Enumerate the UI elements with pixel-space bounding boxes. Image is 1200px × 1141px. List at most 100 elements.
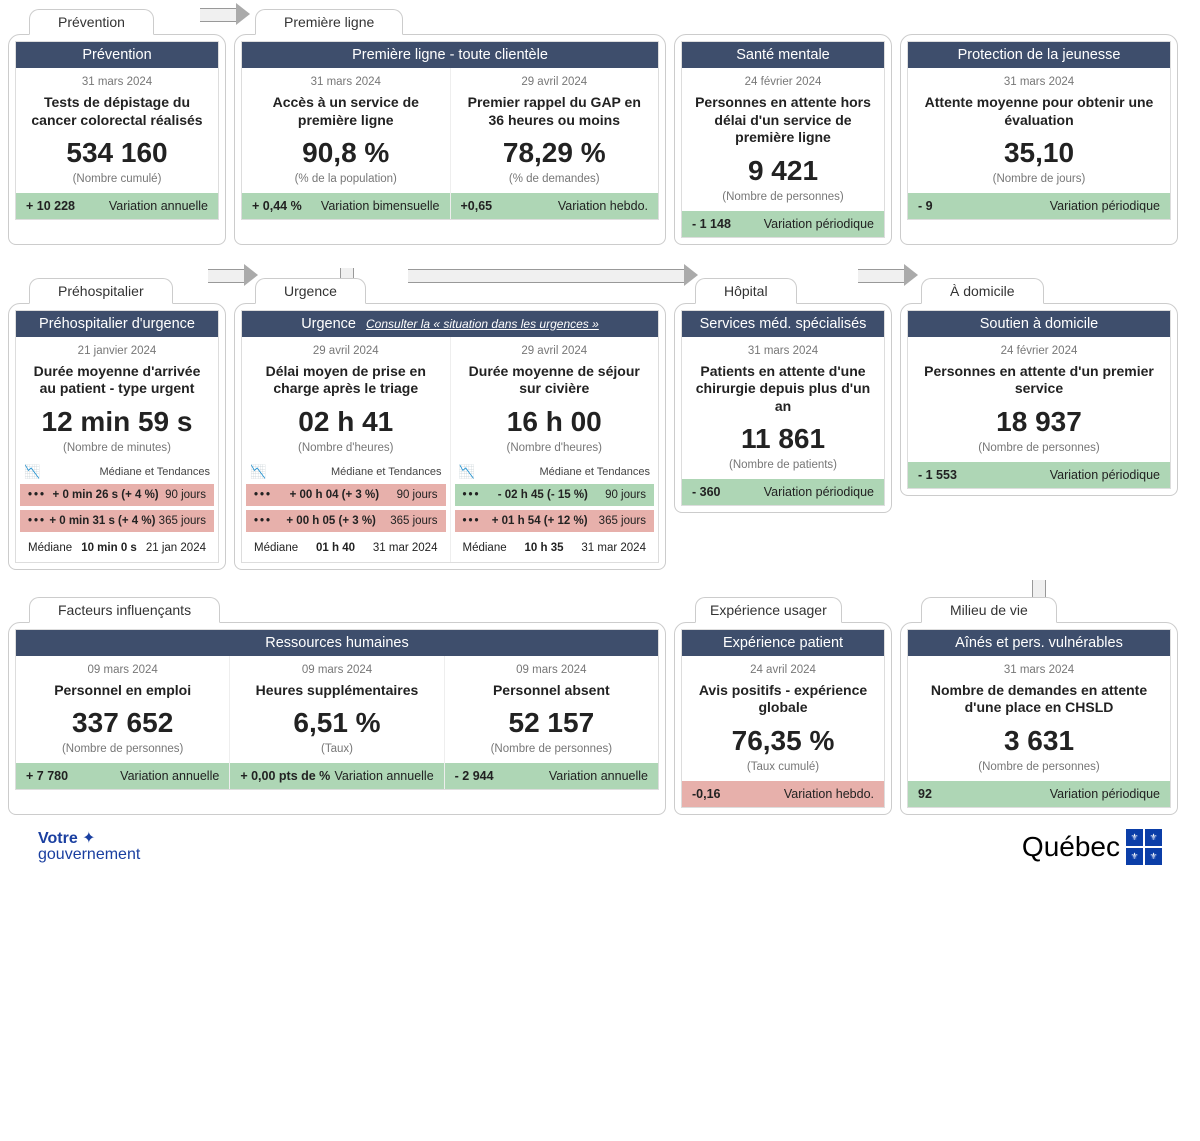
tab-facteurs[interactable]: Facteurs influençants bbox=[29, 597, 220, 623]
card-unit: (Nombre cumulé) bbox=[24, 173, 210, 185]
card-urgence: Urgence Consulter la « situation dans les… bbox=[241, 310, 659, 563]
tab-experience[interactable]: Expérience usager bbox=[695, 597, 842, 623]
mt-text: Médiane et Tendances bbox=[100, 466, 211, 478]
variation-label: Variation périodique bbox=[1050, 468, 1160, 482]
median-date: 21 jan 2024 bbox=[146, 542, 206, 554]
card-milieu: Aînés et pers. vulnérables 31 mars 2024 … bbox=[907, 629, 1171, 808]
card-unit: (Nombre de personnes) bbox=[916, 761, 1162, 773]
mt-text: Médiane et Tendances bbox=[540, 466, 651, 478]
trend-90: •••- 02 h 45 (- 15 %)90 jours bbox=[455, 484, 655, 506]
card-title: Durée moyenne d'arrivée au patient - typ… bbox=[24, 363, 210, 398]
trend-period: 365 jours bbox=[159, 515, 206, 527]
median-date: 31 mar 2024 bbox=[373, 542, 438, 554]
card-premiere-ligne: Première ligne - toute clientèle 31 mars… bbox=[241, 41, 659, 220]
group-milieu: Milieu de vie Aînés et pers. vulnérables… bbox=[900, 622, 1178, 815]
median-value: 10 min 0 s bbox=[81, 542, 137, 554]
trend-value: - 02 h 45 (- 15 %) bbox=[498, 489, 588, 501]
card-unit: (Nombre de personnes) bbox=[453, 743, 650, 755]
card-title: Patients en attente d'une chirurgie depu… bbox=[690, 363, 876, 416]
logo-quebec: Québec bbox=[1022, 829, 1162, 865]
variation-value: -0,16 bbox=[692, 787, 721, 801]
card-header: Préhospitalier d'urgence bbox=[16, 311, 218, 337]
card-value: 02 h 41 bbox=[250, 406, 442, 438]
median-value: 01 h 40 bbox=[316, 542, 355, 554]
dots-icon: ••• bbox=[254, 515, 272, 527]
card-date: 24 avril 2024 bbox=[690, 664, 876, 676]
variation-label: Variation hebdo. bbox=[558, 199, 648, 213]
subcard-acces: 31 mars 2024 Accès à un service de premi… bbox=[242, 68, 451, 219]
card-date: 09 mars 2024 bbox=[453, 664, 650, 676]
card-date: 29 avril 2024 bbox=[459, 345, 651, 357]
subcard-heures-supp: 09 mars 2024 Heures supplémentaires 6,51… bbox=[230, 656, 444, 790]
card-date: 21 janvier 2024 bbox=[24, 345, 210, 357]
arrow-prev-to-premiere bbox=[200, 4, 250, 26]
group-domicile: À domicile Soutien à domicile 24 février… bbox=[900, 303, 1178, 496]
card-value: 76,35 % bbox=[690, 725, 876, 757]
card-title: Nombre de demandes en attente d'une plac… bbox=[916, 682, 1162, 717]
tab-hopital[interactable]: Hôpital bbox=[695, 278, 797, 304]
tab-prehospitalier[interactable]: Préhospitalier bbox=[29, 278, 173, 304]
median-value: 10 h 35 bbox=[525, 542, 564, 554]
group-hopital: Hôpital Services méd. spécialisés 31 mar… bbox=[674, 303, 892, 514]
arrow-prehosp-to-urgence bbox=[208, 265, 258, 287]
card-title: Heures supplémentaires bbox=[238, 682, 435, 700]
variation-label: Variation annuelle bbox=[549, 769, 648, 783]
card-title: Personnel en emploi bbox=[24, 682, 221, 700]
trend-90: •••+ 0 min 26 s (+ 4 %)90 jours bbox=[20, 484, 214, 506]
card-hopital: Services méd. spécialisés 31 mars 2024 P… bbox=[681, 310, 885, 507]
flag-icon bbox=[1126, 829, 1162, 865]
card-prevention: Prévention 31 mars 2024 Tests de dépista… bbox=[15, 41, 219, 220]
card-unit: (% de la population) bbox=[250, 173, 442, 185]
group-prevention: Prévention Prévention 31 mars 2024 Tests… bbox=[8, 34, 226, 245]
group-prehospitalier: Préhospitalier Préhospitalier d'urgence … bbox=[8, 303, 226, 570]
footer: Votre ✦ gouvernement Québec bbox=[8, 819, 1192, 869]
card-date: 29 avril 2024 bbox=[459, 76, 651, 88]
header-text: Urgence bbox=[301, 316, 356, 332]
trend-period: 365 jours bbox=[599, 515, 646, 527]
trend-period: 90 jours bbox=[397, 489, 438, 501]
urgence-link[interactable]: Consulter la « situation dans les urgenc… bbox=[366, 317, 599, 331]
subcard-personnel: 09 mars 2024 Personnel en emploi 337 652… bbox=[16, 656, 230, 790]
trend-value: + 01 h 54 (+ 12 %) bbox=[492, 515, 588, 527]
group-facteurs: Facteurs influençants Ressources humaine… bbox=[8, 622, 666, 815]
median-row: Médiane10 h 3531 mar 2024 bbox=[455, 536, 655, 560]
card-unit: (Nombre de personnes) bbox=[916, 442, 1162, 454]
trend-period: 365 jours bbox=[390, 515, 437, 527]
card-experience: Expérience patient 24 avril 2024 Avis po… bbox=[681, 629, 885, 808]
dots-icon: ••• bbox=[28, 515, 46, 527]
card-unit: (Nombre d'heures) bbox=[459, 442, 651, 454]
subcard-triage: 29 avril 2024 Délai moyen de prise en ch… bbox=[242, 337, 451, 562]
dots-icon: ••• bbox=[463, 489, 481, 501]
card-date: 31 mars 2024 bbox=[24, 76, 210, 88]
card-title: Tests de dépistage du cancer colorectal … bbox=[24, 94, 210, 129]
card-value: 6,51 % bbox=[238, 707, 435, 739]
variation-value: - 2 944 bbox=[455, 769, 494, 783]
card-header: Aînés et pers. vulnérables bbox=[908, 630, 1170, 656]
card-sante-mentale: Santé mentale 24 février 2024 Personnes … bbox=[681, 41, 885, 238]
card-date: 29 avril 2024 bbox=[250, 345, 442, 357]
subcard-absent: 09 mars 2024 Personnel absent 52 157 (No… bbox=[445, 656, 658, 790]
card-date: 31 mars 2024 bbox=[690, 345, 876, 357]
variation-value: - 360 bbox=[692, 485, 721, 499]
card-header: Première ligne - toute clientèle bbox=[242, 42, 658, 68]
card-header: Protection de la jeunesse bbox=[908, 42, 1170, 68]
trend-value: + 0 min 31 s (+ 4 %) bbox=[49, 515, 155, 527]
row-1: Prévention Prévention 31 mars 2024 Tests… bbox=[8, 8, 1192, 245]
card-title: Premier rappel du GAP en 36 heures ou mo… bbox=[459, 94, 651, 129]
tab-prevention[interactable]: Prévention bbox=[29, 9, 154, 35]
card-ressources: Ressources humaines 09 mars 2024 Personn… bbox=[15, 629, 659, 791]
tab-premiere-ligne[interactable]: Première ligne bbox=[255, 9, 403, 35]
card-date: 31 mars 2024 bbox=[916, 664, 1162, 676]
card-protection-jeunesse: Protection de la jeunesse 31 mars 2024 A… bbox=[907, 41, 1171, 220]
card-title: Avis positifs - expérience globale bbox=[690, 682, 876, 717]
card-unit: (Nombre de personnes) bbox=[24, 743, 221, 755]
subcard-gap: 29 avril 2024 Premier rappel du GAP en 3… bbox=[451, 68, 659, 219]
card-value: 16 h 00 bbox=[459, 406, 651, 438]
tab-domicile[interactable]: À domicile bbox=[921, 278, 1044, 304]
variation-value: + 7 780 bbox=[26, 769, 68, 783]
tab-milieu[interactable]: Milieu de vie bbox=[921, 597, 1057, 623]
dashboard: Prévention Prévention 31 mars 2024 Tests… bbox=[0, 0, 1200, 877]
variation-value: + 0,44 % bbox=[252, 199, 302, 213]
tab-urgence[interactable]: Urgence bbox=[255, 278, 366, 304]
variation-value: + 0,00 pts de % bbox=[240, 769, 330, 783]
